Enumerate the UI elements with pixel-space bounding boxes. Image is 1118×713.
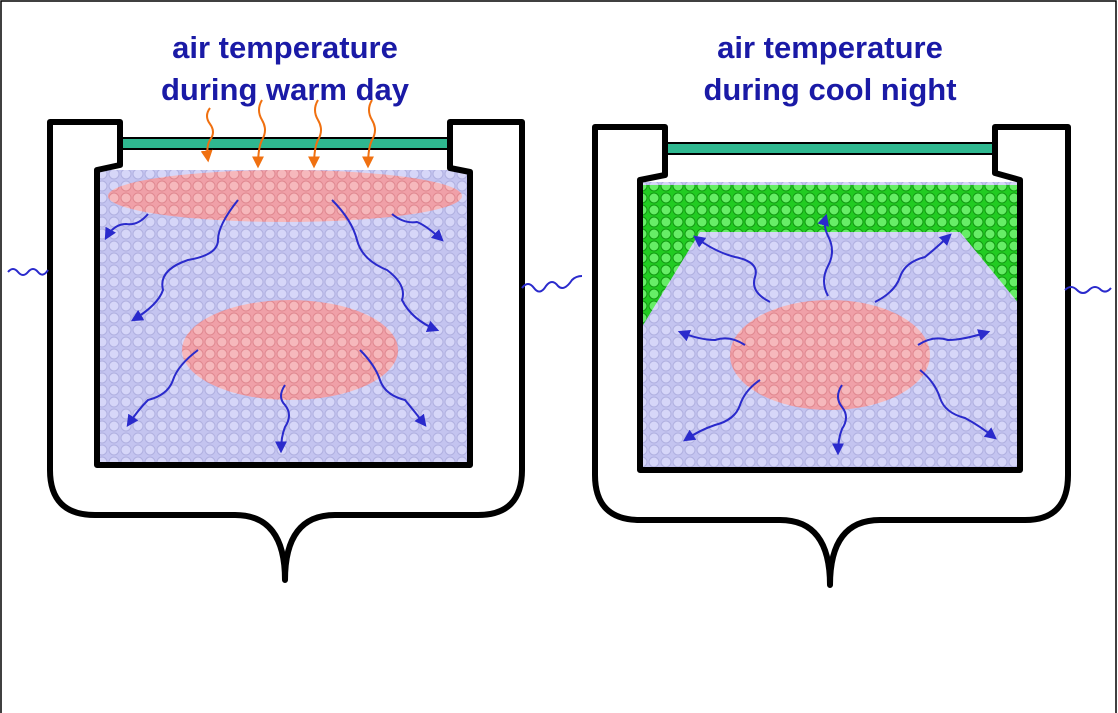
panel-warm-day: air temperature during warm day <box>8 30 582 580</box>
panel-title: air temperature <box>717 30 943 65</box>
panel-title: during warm day <box>161 72 410 107</box>
heat-flow-arrow <box>1065 287 1111 293</box>
lid <box>120 138 450 149</box>
warm-zone <box>108 170 462 222</box>
diagram: air temperature during warm day air temp… <box>0 0 1118 713</box>
lid <box>665 143 995 154</box>
heat-flow-arrow <box>8 269 48 275</box>
heat-flow-arrow <box>258 100 265 166</box>
heat-flow-arrow <box>368 100 375 166</box>
panel-title: during cool night <box>703 72 956 107</box>
warm-zone <box>182 300 398 400</box>
panel-title: air temperature <box>172 30 398 65</box>
heat-flow-arrow <box>207 108 213 160</box>
heat-flow-arrow <box>314 100 321 166</box>
heat-flow-arrow <box>522 276 582 292</box>
warm-zone <box>730 300 930 410</box>
panel-cool-night: air temperature during cool night <box>595 30 1111 585</box>
